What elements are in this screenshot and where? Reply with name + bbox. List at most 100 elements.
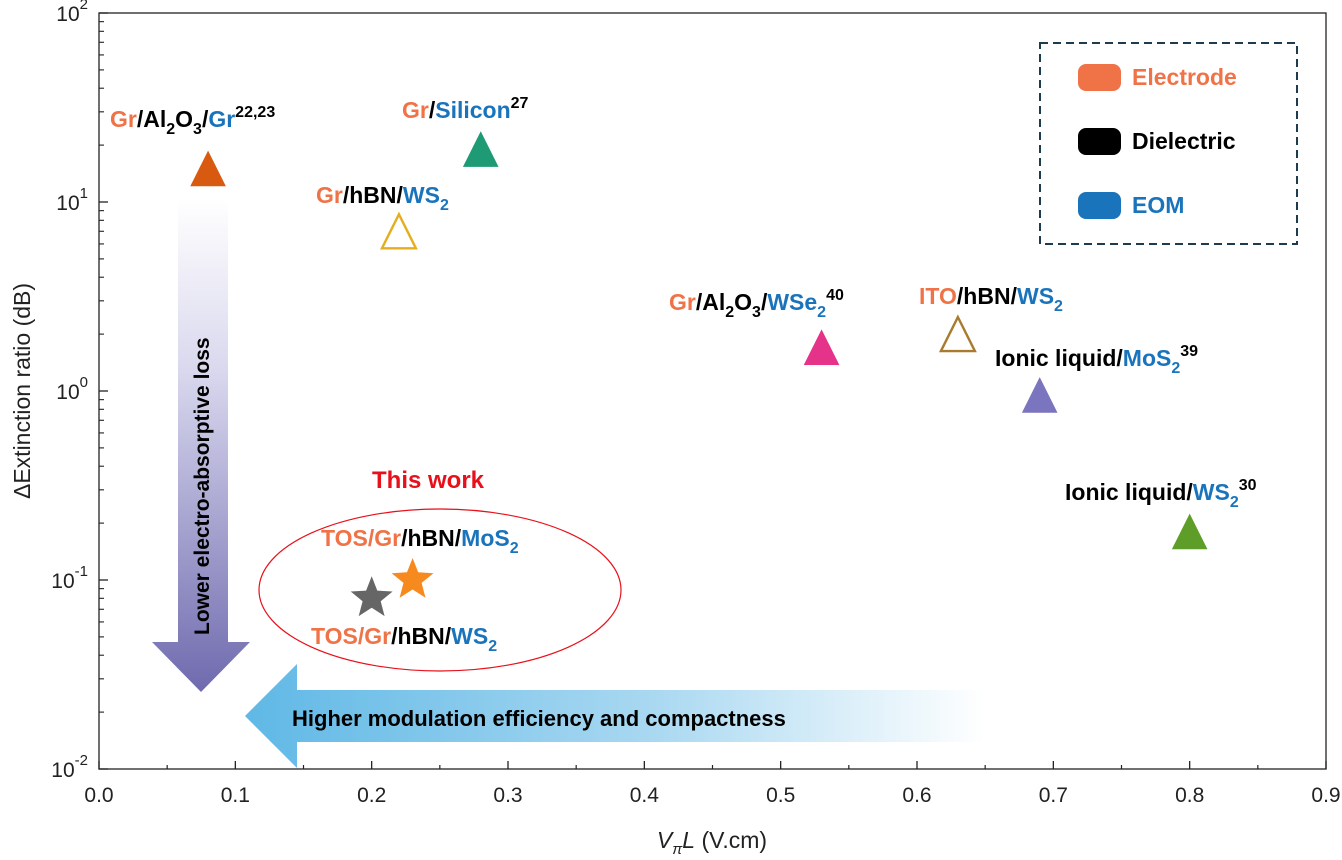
label-run: /Al — [696, 289, 725, 315]
x-axis-var-tail: L — [682, 827, 695, 853]
label-run: 2 — [1171, 360, 1180, 377]
marker-gr-silicon — [462, 131, 499, 167]
y-tick-label: 102 — [56, 0, 88, 26]
label-run: Silicon — [435, 97, 510, 123]
y-tick-exp: 1 — [80, 185, 88, 202]
y-tick-base: 10 — [56, 192, 79, 215]
lab-ito-hbn-ws2: ITO/hBN/WS2 — [919, 283, 1063, 315]
y-tick-exp: 0 — [80, 374, 88, 391]
lab-ionic-liquid-ws2: Ionic liquid/WS230 — [1065, 477, 1257, 511]
label-run: 3 — [193, 121, 202, 138]
y-tick-base: 10 — [56, 3, 79, 26]
legend-label-dielectric: Dielectric — [1132, 128, 1236, 154]
marker-ito-hbn-ws2 — [938, 314, 977, 353]
lab-gr-silicon: Gr/Silicon27 — [402, 95, 529, 123]
label-run: WSe — [767, 289, 817, 315]
label-run: 2 — [817, 304, 826, 321]
legend: Electrode Dielectric EOM — [1039, 42, 1298, 245]
x-tick-label: 0.6 — [902, 784, 931, 807]
label-run: MoS — [461, 525, 510, 551]
y-tick-exp: 2 — [80, 0, 88, 13]
x-tick-label: 0.9 — [1311, 784, 1340, 807]
label-run: 22,23 — [235, 104, 275, 121]
left-arrow: Higher modulation efficiency and compact… — [245, 664, 985, 768]
y-tick-label: 10-2 — [51, 752, 88, 782]
x-tick-label: 0.5 — [766, 784, 795, 807]
label-run: 30 — [1239, 477, 1257, 494]
y-tick-base: 10 — [51, 570, 74, 593]
label-run: 3 — [752, 304, 761, 321]
marker-gr-hbn-ws2 — [379, 211, 418, 250]
this-work-label: This work — [372, 467, 485, 494]
x-axis-ticks: 0.0 0.1 0.2 0.3 0.4 0.5 0.6 0.7 0.8 0.9 — [84, 761, 1341, 807]
label-run: Gr — [402, 97, 429, 123]
label-run: O — [734, 289, 752, 315]
left-arrow-shape — [245, 664, 985, 768]
lab-gr-al2o3-wse2: Gr/Al2O3/WSe240 — [669, 287, 844, 321]
label-run: O — [175, 106, 193, 132]
label-run: / — [761, 289, 768, 315]
plot-frame — [98, 12, 1327, 770]
lab-tos-mos2: TOS/Gr/hBN/MoS2 — [321, 525, 519, 557]
this-work-ellipse — [258, 508, 622, 672]
legend-label-eom: EOM — [1132, 192, 1184, 218]
label-run: /Al — [137, 106, 166, 132]
label-run: 2 — [1054, 298, 1063, 315]
x-tick-label: 0.1 — [221, 784, 250, 807]
label-run: /hBN/ — [957, 283, 1018, 309]
label-run: Gr — [110, 106, 137, 132]
y-axis-title: ΔExtinction ratio (dB) — [9, 283, 35, 499]
label-run: 2 — [1230, 494, 1239, 511]
label-run: 2 — [725, 304, 734, 321]
label-run: WS — [403, 182, 440, 208]
label-run: 2 — [440, 197, 449, 214]
down-arrow: Lower electro-absorptive loss — [152, 198, 250, 692]
label-run: Ionic liquid/ — [1065, 479, 1193, 505]
legend-swatch-electrode — [1078, 64, 1121, 91]
label-run: ITO — [919, 283, 957, 309]
label-run: /hBN/ — [343, 182, 404, 208]
down-arrow-shape — [152, 198, 250, 692]
marker-this-work-mos2 — [391, 558, 434, 598]
y-axis-symbol: Δ — [9, 484, 35, 499]
label-run: 39 — [1180, 343, 1198, 360]
x-tick-label: 0.4 — [630, 784, 660, 807]
y-tick-label: 10-1 — [51, 563, 88, 593]
left-arrow-label: Higher modulation efficiency and compact… — [292, 706, 786, 731]
lab-tos-ws2: TOS/Gr/hBN/WS2 — [311, 623, 497, 655]
x-axis-title: VπL (V.cm) — [657, 827, 767, 858]
label-run: Ionic liquid/ — [995, 345, 1123, 371]
label-run: Gr — [669, 289, 696, 315]
label-run: Gr — [316, 182, 343, 208]
label-run: 40 — [826, 287, 844, 304]
lab-gr-hbn-ws2: Gr/hBN/WS2 — [316, 182, 449, 214]
label-run: MoS — [1123, 345, 1172, 371]
lab-ionic-liquid-mos2: Ionic liquid/MoS239 — [995, 343, 1198, 377]
x-tick-label: 0.2 — [357, 784, 386, 807]
legend-swatch-dielectric — [1078, 128, 1121, 155]
lab-gr-al2o3-gr: Gr/Al2O3/Gr22,23 — [110, 104, 275, 138]
data-markers — [190, 131, 1208, 617]
label-run: TOS/Gr — [311, 623, 391, 649]
legend-label-electrode: Electrode — [1132, 64, 1237, 90]
label-run: WS — [451, 623, 488, 649]
x-tick-label: 0.3 — [493, 784, 522, 807]
y-tick-label: 100 — [56, 374, 88, 404]
legend-swatch-eom — [1078, 192, 1121, 219]
point-labels: Gr/Al2O3/Gr22,23 Gr/Silicon27Gr/hBN/WS2Gr… — [110, 95, 1257, 655]
y-tick-base: 10 — [56, 381, 79, 404]
label-run: 2 — [488, 638, 497, 655]
y-tick-exp: -2 — [75, 752, 88, 769]
x-axis-unit: (V.cm) — [695, 827, 767, 853]
y-tick-label: 101 — [56, 185, 88, 215]
marker-ionic-liquid-ws2 — [1171, 513, 1208, 550]
marker-gr-al2o3-gr — [190, 150, 226, 187]
label-run: /hBN/ — [401, 525, 462, 551]
label-run: /hBN/ — [391, 623, 452, 649]
label-run: / — [202, 106, 209, 132]
marker-this-work-ws2 — [350, 576, 393, 617]
label-run: / — [429, 97, 436, 123]
